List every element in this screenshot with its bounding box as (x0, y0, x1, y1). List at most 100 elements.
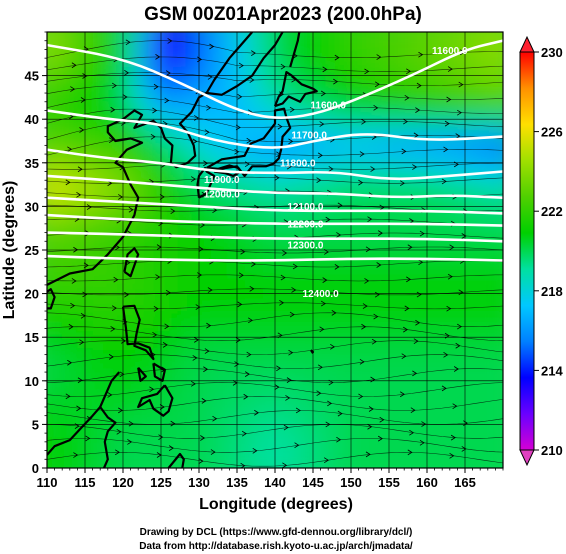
contour-label: 12100.0 (287, 202, 324, 213)
field-cell (472, 258, 489, 277)
field-cell (168, 415, 185, 434)
colorbar-tick-label: 210 (541, 443, 563, 458)
wind-arrow (235, 124, 241, 131)
wind-arrow (358, 179, 364, 186)
field-cell (244, 450, 261, 468)
field-cell (335, 188, 352, 207)
field-cell (47, 433, 63, 452)
wind-arrow (373, 313, 379, 320)
wind-arrow (280, 274, 286, 281)
coastline (310, 349, 315, 354)
wind-arrow (418, 259, 424, 266)
field-cell (183, 188, 200, 207)
wind-arrow (76, 405, 82, 412)
wind-arrow (323, 249, 329, 255)
contour-label: 12400.0 (303, 289, 340, 300)
wind-arrow (74, 423, 80, 429)
coastline (47, 32, 284, 286)
field-cell (62, 119, 78, 138)
field-cell (503, 119, 519, 137)
credit-drawing: Drawing by DCL (https://www.gfd-dennou.o… (140, 527, 413, 538)
wind-arrow (86, 204, 92, 210)
field-cell (442, 188, 458, 207)
field-cell (123, 345, 139, 364)
streamline (47, 354, 503, 369)
field-cell (411, 380, 428, 399)
wind-arrow (365, 451, 371, 458)
field-cell (199, 49, 215, 68)
wind-arrow (212, 415, 218, 422)
field-cell (244, 276, 261, 295)
wind-arrow (118, 407, 123, 414)
x-tick-label: 155 (378, 475, 400, 490)
field-cell (335, 433, 352, 452)
wind-arrow (155, 274, 161, 280)
wind-arrow (449, 244, 455, 251)
field-cell (47, 345, 63, 364)
field-cell (503, 224, 519, 242)
field-cell (351, 363, 367, 382)
field-cell (183, 84, 200, 103)
field-cell (335, 363, 352, 382)
field-cell (275, 433, 291, 452)
field-cell (487, 276, 503, 295)
field-cell (487, 32, 503, 51)
field-cell (47, 363, 63, 382)
field-cell (472, 363, 489, 382)
wind-arrow (209, 43, 215, 50)
field-cell (168, 188, 185, 207)
field-cell (92, 345, 109, 364)
field-cell (214, 119, 230, 138)
field-cell (199, 32, 215, 51)
x-tick-label: 160 (416, 475, 438, 490)
field-cell (244, 49, 261, 68)
contour-line (47, 213, 503, 227)
plot-area: 11600.0 11600.0 11700.0 11800.0 11900.0 12000… (46, 31, 519, 469)
field-cell (472, 415, 489, 434)
wind-arrow (192, 355, 198, 361)
field-cell (168, 311, 185, 330)
wind-arrow (197, 272, 203, 278)
wind-arrow (210, 449, 216, 455)
field-cell (214, 49, 230, 68)
field-cell (320, 380, 337, 399)
wind-arrow (254, 409, 260, 416)
wind-arrow (206, 104, 212, 111)
field-cell (107, 363, 124, 382)
coastline (137, 366, 147, 382)
wind-arrow (200, 435, 206, 441)
wind-arrow (152, 107, 158, 114)
field-cell (427, 206, 443, 225)
field-cell (62, 345, 78, 364)
y-tick-label: 45 (25, 69, 39, 84)
wind-arrow (286, 163, 292, 170)
wind-arrow (421, 421, 427, 427)
field-cell (503, 276, 519, 294)
wind-arrow (238, 272, 244, 279)
field-cell (199, 311, 215, 330)
wind-arrow (243, 393, 249, 400)
field-cell (214, 171, 230, 190)
field-cell (183, 433, 200, 452)
field-cell (366, 450, 382, 468)
field-cell (259, 433, 276, 452)
wind-arrow (336, 232, 342, 238)
wind-arrow (83, 262, 89, 269)
wind-arrow (416, 291, 422, 298)
field-cell (183, 311, 200, 330)
field-cell (503, 84, 519, 102)
wind-arrow (195, 304, 201, 310)
field-cell (168, 398, 185, 417)
wind-arrow (455, 342, 461, 349)
field-cell (107, 433, 124, 452)
field-cell (351, 276, 367, 295)
field-cell (214, 363, 230, 382)
wind-arrow (333, 289, 339, 296)
field-cell (244, 119, 261, 138)
field-cell (92, 380, 109, 399)
field-cell (320, 415, 337, 434)
field-cell (427, 223, 443, 242)
wind-arrow (73, 246, 79, 253)
field-cell (47, 49, 63, 68)
field-cell (442, 311, 458, 330)
